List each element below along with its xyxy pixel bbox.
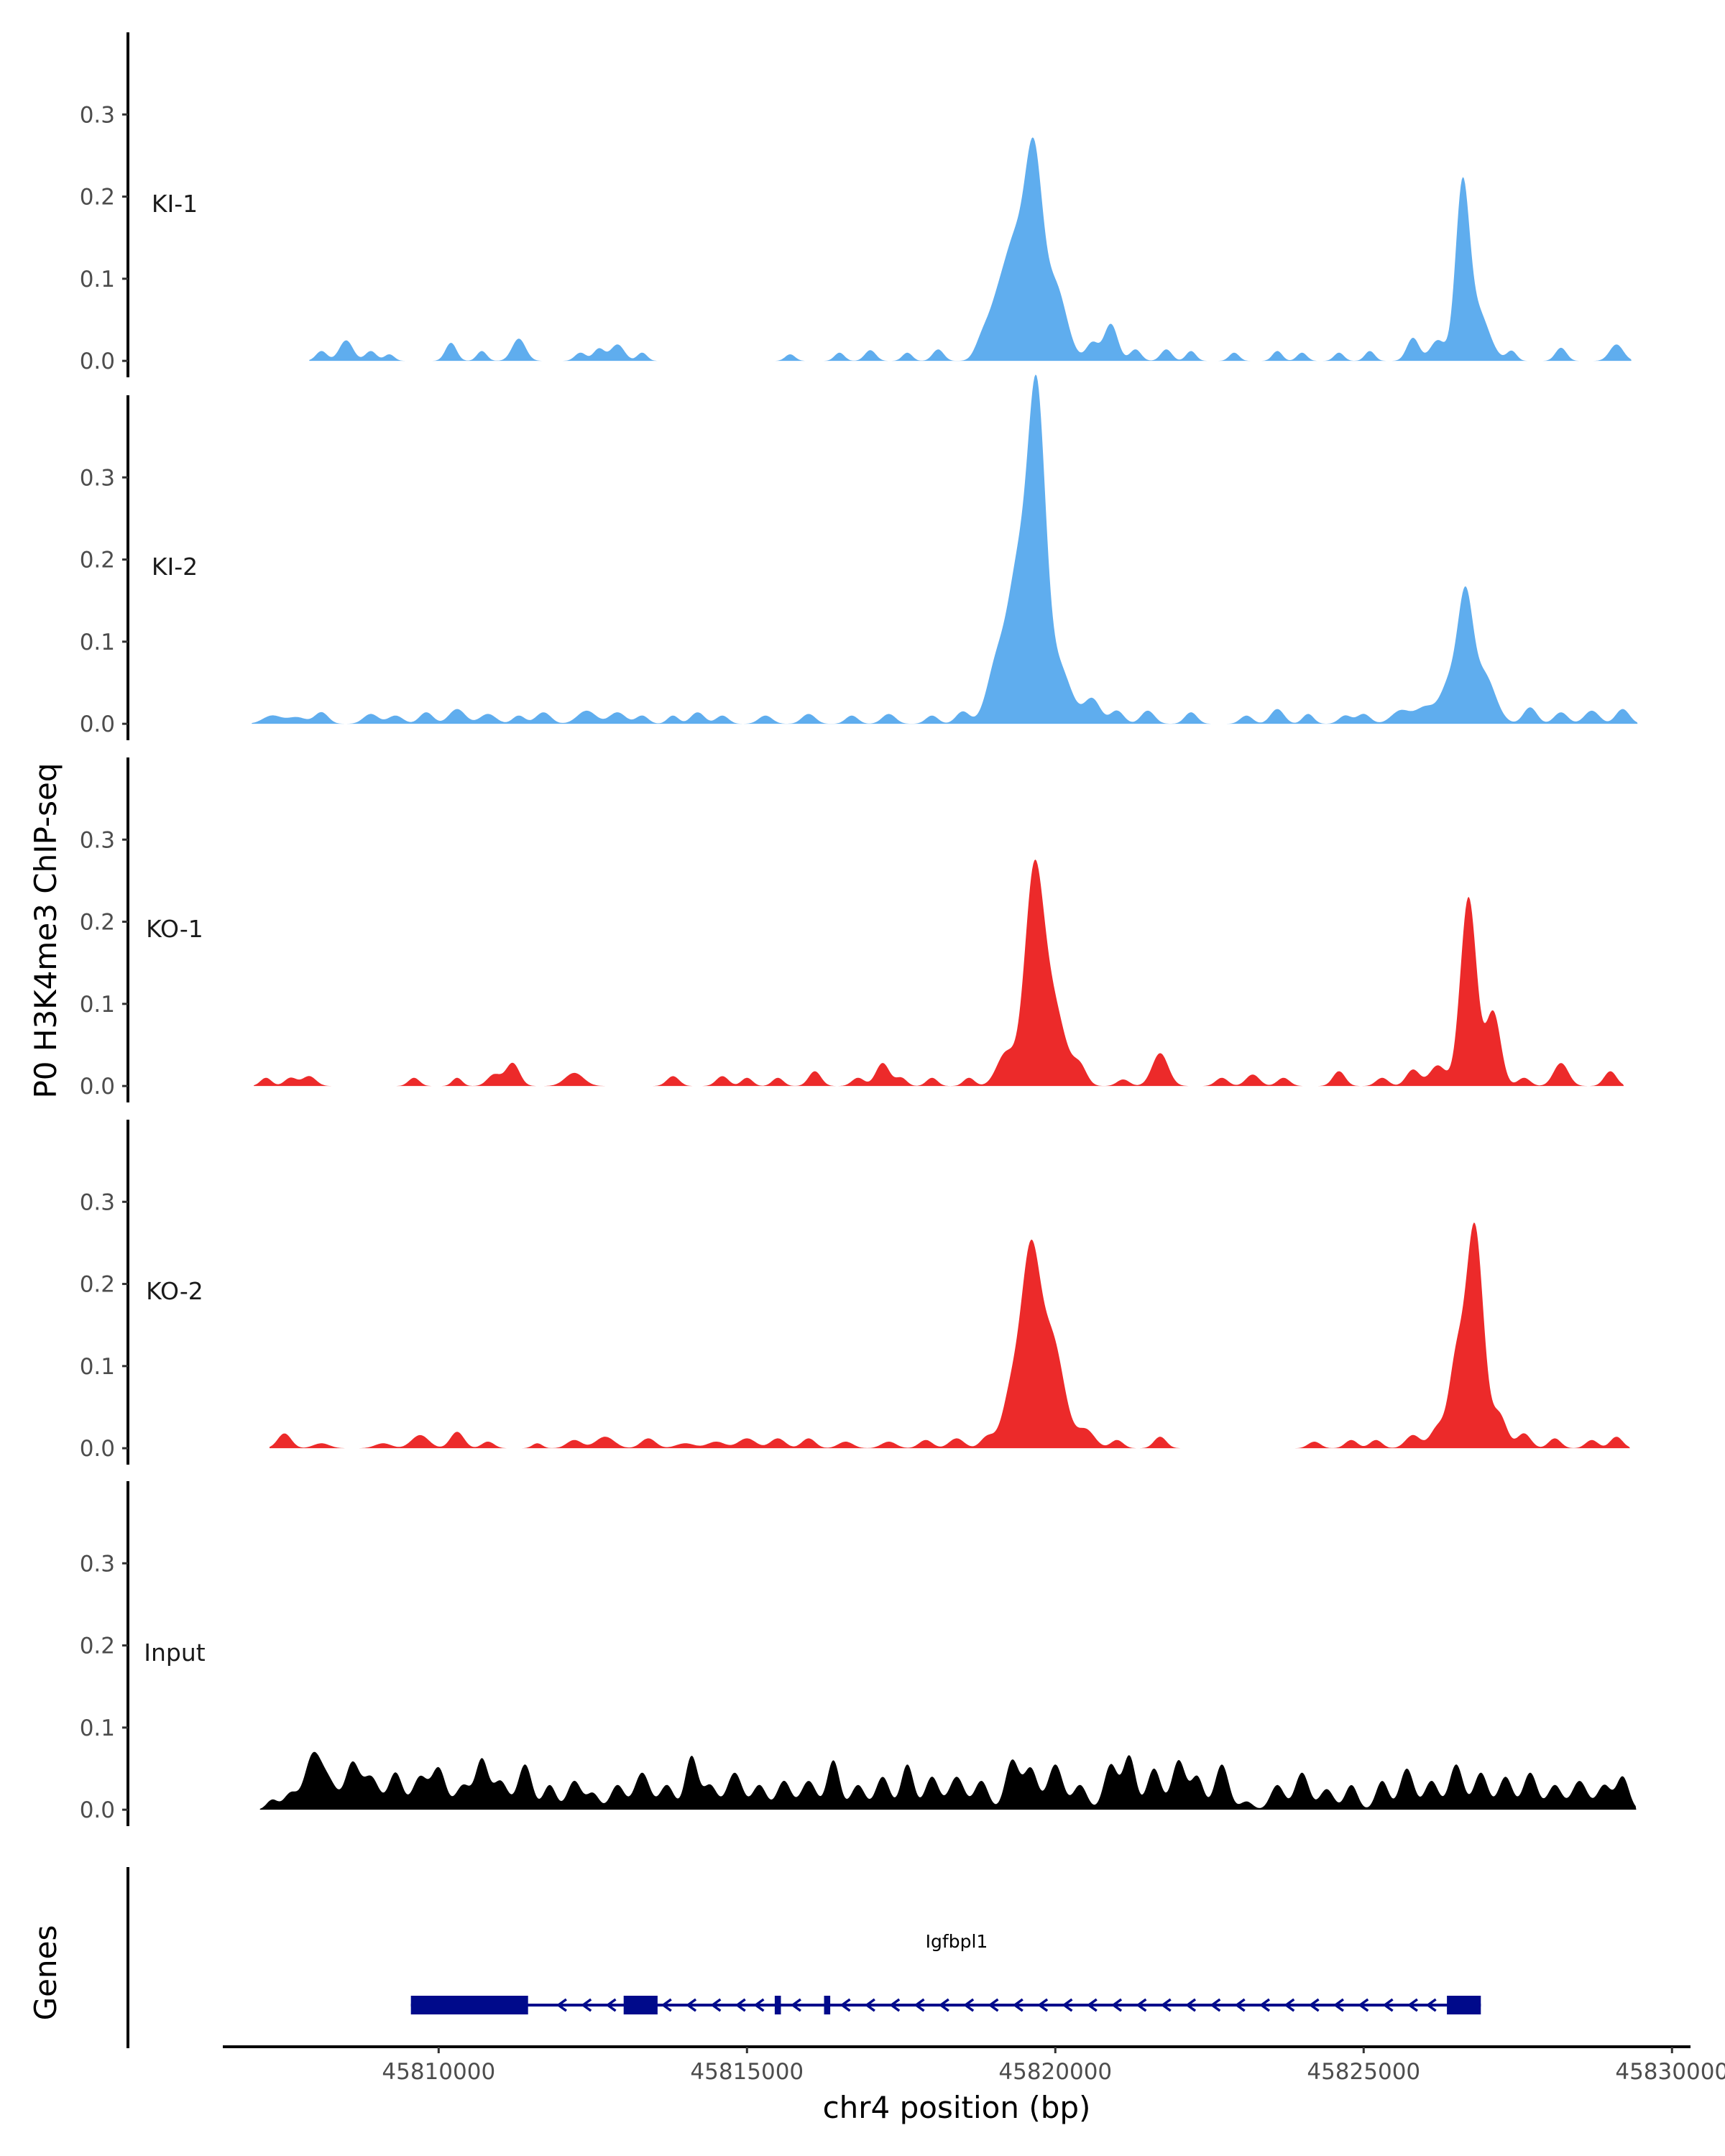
signal-area-input — [259, 1751, 1637, 1810]
strand-arrow-icon — [1284, 1998, 1295, 2012]
x-tick-label: 45815000 — [690, 2059, 804, 2085]
strand-arrow-icon — [1160, 1998, 1172, 2012]
track-ko-1: 0.0 0.1 0.2 0.3 KO-1 — [80, 757, 1624, 1102]
strand-arrow-icon — [605, 1998, 617, 2012]
signal-area-ki-2 — [252, 374, 1638, 724]
x-axis-title: chr4 position (bp) — [823, 2090, 1091, 2125]
strand-arrow-icon — [753, 1998, 765, 2012]
strand-arrow-icon — [988, 1998, 999, 2012]
strand-arrow-icon — [1234, 1998, 1246, 2012]
signal-tracks: 0.00.10.20.3KI-10.00.10.20.3KI-20.00.10.… — [80, 32, 1638, 1826]
y-tick-label: 0.1 — [80, 1354, 115, 1380]
strand-arrow-icon — [1037, 1998, 1049, 2012]
y-tick-label: 0.2 — [80, 910, 115, 936]
y-tick-label: 0.0 — [80, 1436, 115, 1462]
track-label: KI-1 — [152, 190, 198, 218]
y-tick-label: 0.1 — [80, 1715, 115, 1741]
track-label: Input — [144, 1639, 206, 1667]
gene-exon — [774, 1996, 781, 2014]
y-tick-label: 0.3 — [80, 1189, 115, 1215]
strand-arrow-icon — [710, 1998, 722, 2012]
y-tick-label: 0.3 — [80, 827, 115, 853]
track-ko-2: 0.0 0.1 0.2 0.3 KO-2 — [80, 1120, 1630, 1465]
strand-arrow-icon — [581, 1998, 592, 2012]
genes-track-title: Genes — [28, 1925, 63, 2021]
y-tick-label: 0.1 — [80, 267, 115, 292]
strand-arrow-icon — [1062, 1998, 1073, 2012]
y-tick-label: 0.3 — [80, 465, 115, 491]
x-axis: 45810000 45815000 45820000 45825000 45830000 — [223, 2045, 1725, 2085]
strand-arrow-icon — [1425, 1998, 1437, 2012]
strand-arrow-icon — [1012, 1998, 1024, 2012]
y-tick-label: 0.0 — [80, 1797, 115, 1823]
strand-arrow-icon — [1111, 1998, 1123, 2012]
strand-arrow-icon — [1382, 1998, 1394, 2012]
track-input: 0.0 0.1 0.2 0.3 Input — [80, 1481, 1637, 1826]
signal-area-ko-1 — [254, 860, 1624, 1087]
strand-arrow-icon — [1407, 1998, 1418, 2012]
strand-arrow-icon — [1308, 1998, 1320, 2012]
gene-name-label: Igfbpl1 — [926, 1931, 988, 1952]
gene-track: Igfbpl1 — [126, 1867, 1481, 2048]
strand-arrow-icon — [864, 1998, 875, 2012]
strand-arrow-icon — [840, 1998, 851, 2012]
y-tick-label: 0.0 — [80, 1074, 115, 1100]
gene-exon — [824, 1996, 831, 2014]
track-label: KI-2 — [152, 553, 198, 581]
x-tick-label: 45825000 — [1307, 2059, 1420, 2085]
track-ki-2: 0.0 0.1 0.2 0.3 KI-2 — [80, 374, 1638, 740]
strand-arrow-icon — [963, 1998, 975, 2012]
strand-arrow-icon — [889, 1998, 901, 2012]
strand-arrow-icon — [1259, 1998, 1271, 2012]
strand-arrow-icon — [1086, 1998, 1098, 2012]
x-tick-label: 45810000 — [382, 2059, 495, 2085]
y-tick-label: 0.2 — [80, 1272, 115, 1298]
strand-arrow-icon — [1210, 1998, 1221, 2012]
track-label: KO-1 — [146, 915, 203, 943]
track-label: KO-2 — [146, 1277, 203, 1305]
x-tick-label: 45820000 — [998, 2059, 1112, 2085]
y-tick-label: 0.0 — [80, 349, 115, 374]
y-tick-label: 0.1 — [80, 992, 115, 1018]
gene-exon — [1447, 1996, 1481, 2014]
y-tick-label: 0.2 — [80, 1634, 115, 1659]
strand-arrow-icon — [661, 1998, 672, 2012]
y-tick-label: 0.0 — [80, 711, 115, 737]
strand-arrow-icon — [556, 1998, 567, 2012]
strand-arrow-icon — [938, 1998, 949, 2012]
y-axis-title: P0 H3K4me3 ChIP-seq — [28, 763, 63, 1098]
track-ki-1: 0.0 0.1 0.2 0.3 KI-1 — [80, 32, 1632, 377]
strand-arrow-icon — [1358, 1998, 1369, 2012]
gene-exon — [410, 1996, 528, 2014]
signal-area-ki-1 — [309, 137, 1632, 361]
strand-arrow-icon — [1185, 1998, 1197, 2012]
gene-exon — [623, 1996, 658, 2014]
y-tick-label: 0.1 — [80, 630, 115, 655]
strand-arrow-icon — [914, 1998, 925, 2012]
strand-arrow-icon — [735, 1998, 746, 2012]
y-tick-label: 0.3 — [80, 102, 115, 128]
strand-arrow-icon — [1333, 1998, 1344, 2012]
y-tick-label: 0.2 — [80, 185, 115, 211]
y-tick-label: 0.3 — [80, 1551, 115, 1577]
strand-arrow-icon — [686, 1998, 697, 2012]
y-tick-label: 0.2 — [80, 548, 115, 573]
signal-area-ko-2 — [270, 1222, 1630, 1449]
strand-arrow-icon — [790, 1998, 801, 2012]
strand-arrow-icon — [1136, 1998, 1147, 2012]
x-tick-label: 45830000 — [1615, 2059, 1725, 2085]
